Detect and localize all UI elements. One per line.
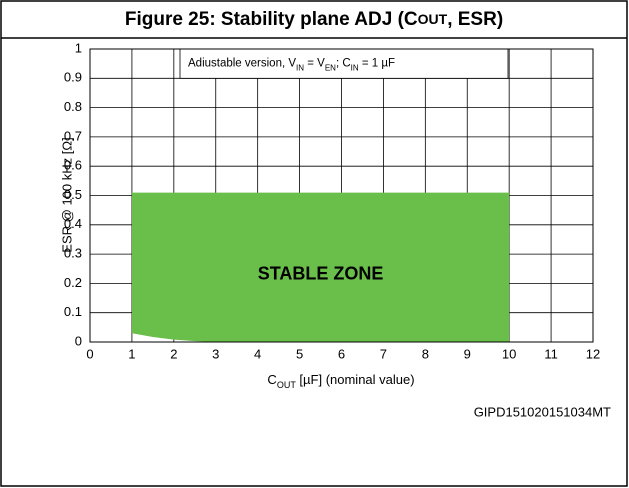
plot: 0 1 2 3 4 5 6 7 8 9 10 11 1200.10.20.30.40.50.60.70.… [64,40,600,361]
y-tick-label: 0.6 [64,158,82,173]
annotation-part: IN [296,63,304,72]
x-tick-label: 7 [380,346,387,361]
x-label-part: [µF] (nominal value) [296,372,415,387]
annotation-box [179,48,509,79]
y-tick-label: 0.4 [64,216,82,231]
x-label-part: C [267,372,276,387]
x-tick-label: 2 [170,346,177,361]
annotation: Adiustable version, VIN = VEN; CIN = 1 µ… [188,58,395,73]
x-tick-label: 8 [422,346,429,361]
y-axis-label: ESR @ 100 kHz [Ω] [59,137,74,252]
y-tick-label: 0.8 [64,99,82,114]
x-label-part: OUT [277,380,297,390]
chart-title: Figure 25: Stability plane ADJ (COUT, ES… [125,9,503,30]
x-tick-label: 3 [212,346,219,361]
x-tick-label: 9 [464,346,471,361]
x-tick-label: 12 [586,346,600,361]
y-tick-label: 0.9 [64,70,82,85]
plot-border [89,48,594,343]
annotation-part: ; C [336,58,351,70]
x-tick-label: 10 [502,346,516,361]
x-tick-label: 4 [254,346,261,361]
annotation-part: EN [325,63,336,72]
x-tick-label: 11 [544,346,558,361]
annotation-part: = 1 µF [359,58,395,70]
x-tick-label: 1 [128,346,135,361]
stable-zone [131,192,510,342]
y-tick-label: 0 [75,333,82,348]
figure-code: GIPD151020151034MT [474,404,611,419]
x-tick-label: 5 [296,346,303,361]
y-tick-label: 0.1 [64,304,82,319]
annotation-part: = V [304,58,325,70]
zone-label: STABLE ZONE [258,263,384,283]
y-tick-label: 1 [75,40,82,55]
y-tick-label: 0.2 [64,275,82,290]
y-tick-label: 0.7 [64,128,82,143]
y-tick-label: 0.5 [64,187,82,202]
x-tick-label: 0 [86,346,93,361]
annotation-part: Adiustable version, V [188,58,296,70]
annotation-part: IN [351,63,359,72]
title-part: , ESR) [447,9,503,30]
y-tick-label: 0.3 [64,246,82,261]
x-axis-label: COUT [µF] (nominal value) [267,372,414,390]
title-part: OUT [418,11,448,27]
x-tick-label: 6 [338,346,345,361]
title-part: Figure 25: Stability plane ADJ (C [125,9,418,30]
